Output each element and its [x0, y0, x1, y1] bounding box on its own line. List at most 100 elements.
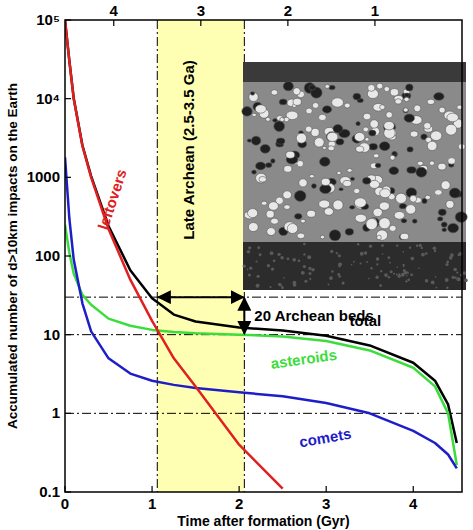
photo-grain [309, 85, 316, 90]
photo-grain [407, 147, 413, 152]
photo-grain [284, 166, 292, 173]
photo-speck [337, 273, 340, 276]
photo-grain [314, 138, 324, 147]
photo-bg [243, 62, 466, 290]
photo-grain [320, 157, 331, 166]
photo-grain [252, 170, 257, 174]
photo-speck [382, 253, 384, 255]
photo-grain [333, 200, 343, 210]
photo-grain [307, 210, 316, 217]
photo-speck [393, 273, 395, 275]
photo-speck [357, 243, 359, 245]
photo-grain [350, 205, 355, 209]
photo-grain [373, 154, 379, 158]
curve-label: asteroids [269, 346, 337, 372]
photo-speck [454, 276, 457, 279]
photo-grain [287, 223, 297, 233]
photo-speck [249, 266, 252, 269]
photo-grain [274, 121, 285, 131]
curve-label: comets [298, 425, 353, 451]
photo-speck [370, 267, 372, 269]
photo-speck [273, 259, 276, 262]
photo-grain [286, 151, 295, 158]
photo-grain [395, 99, 402, 104]
photo-grain [355, 214, 366, 222]
photo-speck [277, 253, 280, 256]
photo-grain [410, 195, 417, 202]
photo-speck [425, 279, 429, 283]
photo-grain [400, 233, 409, 239]
photo-grain [283, 82, 293, 91]
photo-grain [401, 219, 407, 223]
photo-grain [297, 233, 305, 239]
photo-speck [366, 261, 368, 263]
photo-speck [255, 260, 257, 262]
photo-speck [360, 262, 362, 264]
photo-grain [312, 103, 318, 109]
photo-speck [405, 280, 407, 282]
photo-grain [363, 113, 371, 120]
photo-grain [247, 139, 251, 142]
photo-grain [406, 84, 414, 91]
photo-grain [337, 171, 341, 175]
photo-speck [351, 264, 353, 266]
photo-grain [271, 159, 275, 163]
photo-speck [283, 277, 285, 279]
photo-speck [396, 273, 398, 275]
photo-speck [446, 287, 449, 290]
y-tick-label: 1 [52, 404, 60, 421]
photo-grain [242, 107, 252, 117]
curve-label: total [350, 312, 382, 329]
x-tick-label: 4 [409, 495, 418, 512]
photo-speck [376, 263, 378, 265]
photo-grain [427, 99, 434, 104]
photo-grain [370, 120, 379, 128]
late-archean-band [157, 20, 244, 492]
photo-grain [354, 188, 360, 193]
photo-grain [297, 160, 304, 167]
photo-grain [390, 155, 395, 160]
photo-grain [380, 189, 391, 198]
photo-grain [410, 131, 418, 137]
photo-grain [350, 177, 354, 180]
photo-speck [381, 244, 384, 247]
photo-speck [329, 276, 333, 280]
x-tick [64, 486, 65, 492]
photo-speck [389, 262, 391, 264]
photo-grain [332, 98, 344, 107]
photo-speck [376, 277, 378, 279]
photo-grain [248, 223, 258, 232]
photo-grain [438, 209, 446, 216]
photo-speck [271, 267, 274, 270]
photo-grain [266, 210, 274, 218]
photo-grain [404, 93, 409, 97]
photo-grain [279, 99, 287, 105]
photo-grain [441, 222, 447, 227]
photo-speck [248, 273, 251, 276]
photo-grain [325, 85, 330, 89]
photo-grain [429, 161, 434, 166]
photo-grain [445, 124, 456, 135]
photo-grain [431, 131, 442, 141]
photo-speck [446, 260, 449, 263]
photo-grain [311, 184, 316, 189]
photo-speck [308, 272, 311, 275]
photo-grain [369, 130, 376, 136]
photo-speck [433, 246, 437, 250]
photo-speck [308, 267, 311, 270]
photo-grain [260, 144, 270, 153]
photo-speck [407, 279, 410, 282]
photo-speck [259, 253, 262, 256]
photo-speck [379, 284, 382, 287]
photo-grain [301, 219, 306, 223]
photo-speck [257, 284, 260, 287]
photo-grain [293, 98, 301, 105]
photo-grain [363, 127, 368, 132]
photo-speck [293, 283, 297, 287]
photo-grain [404, 114, 414, 122]
photo-speck [398, 273, 400, 275]
x-tick [326, 486, 327, 492]
photo-speck [304, 280, 307, 283]
photo-grain [320, 184, 332, 193]
photo-speck [387, 256, 390, 259]
